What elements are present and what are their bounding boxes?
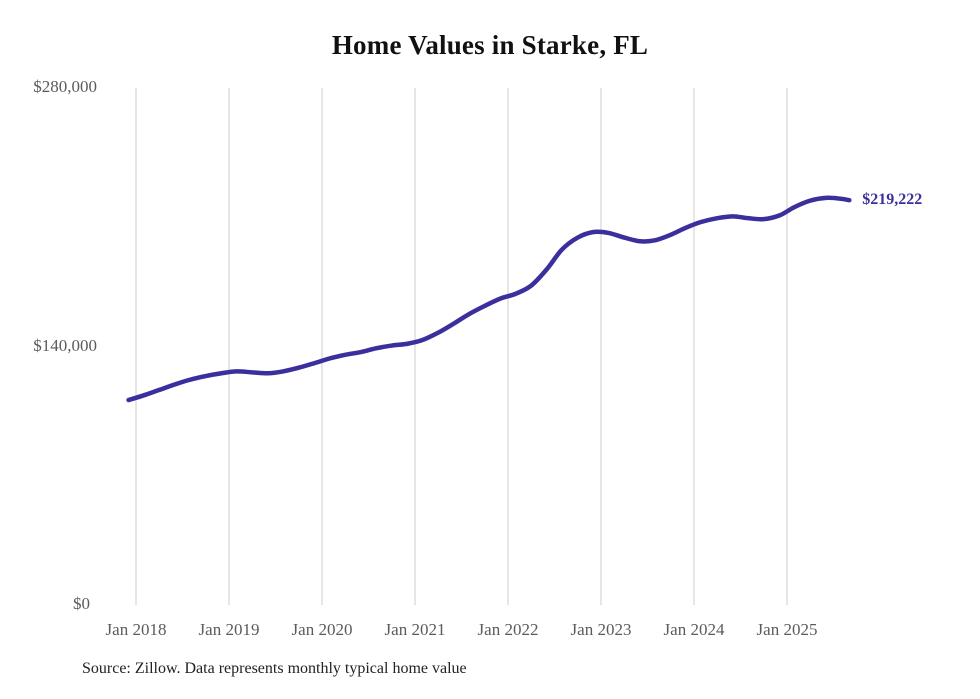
chart-gridlines xyxy=(135,88,788,605)
series-end-value-label: $219,222 xyxy=(862,191,923,209)
chart-series-group xyxy=(126,195,852,403)
x-axis-tick-jan-2019: Jan 2019 xyxy=(198,620,260,639)
y-axis-tick-top: $280,000 xyxy=(33,77,97,96)
y-axis-tick-mid: $140,000 xyxy=(33,335,97,355)
chart-title: Home Values in Starke, FL xyxy=(331,30,649,60)
y-axis-tick-zero: $0 xyxy=(73,594,90,613)
x-axis-tick-jan-2022: Jan 2022 xyxy=(477,620,539,639)
x-axis-tick-jan-2025: Jan 2025 xyxy=(756,620,818,639)
x-axis-tick-jan-2018: Jan 2018 xyxy=(105,620,167,639)
x-axis-tick-jan-2024: Jan 2024 xyxy=(663,620,725,639)
x-axis-tick-jan-2023: Jan 2023 xyxy=(570,620,632,639)
source-note: Source: Zillow. Data represents monthly … xyxy=(82,660,467,677)
x-axis-tick-jan-2020: Jan 2020 xyxy=(291,620,353,639)
x-axis-tick-jan-2021: Jan 2021 xyxy=(384,620,446,639)
series-line-typical-home-value xyxy=(126,195,852,403)
